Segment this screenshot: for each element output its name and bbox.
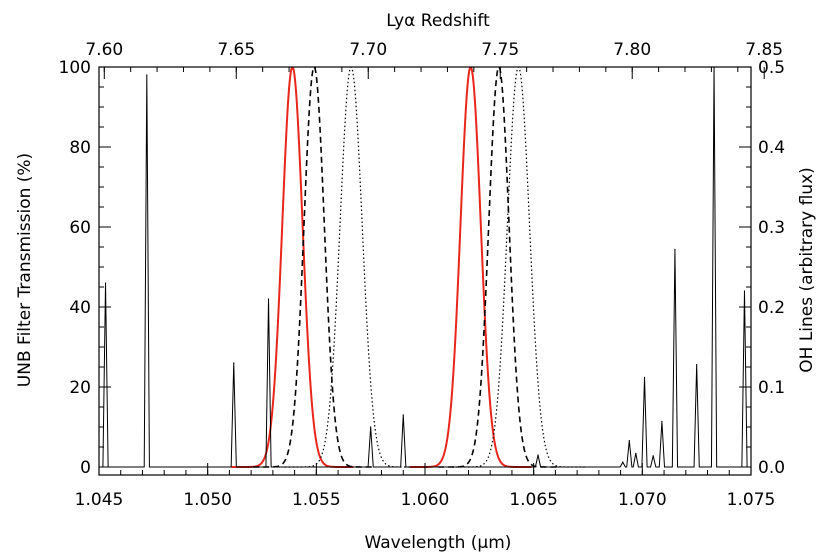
y-left-axis-title: UNB Filter Transmission (%) xyxy=(15,153,35,387)
oh-line-peak-10 xyxy=(635,452,637,454)
oh-line-peak-6 xyxy=(402,414,404,416)
top-tick-label: 7.85 xyxy=(745,40,783,60)
oh-line-peak-7 xyxy=(537,454,539,456)
y-right-tick-label: 0.4 xyxy=(758,138,785,158)
filter-curve-2 xyxy=(253,67,376,468)
oh-line-spectrum xyxy=(99,67,751,468)
oh-line-peak-4 xyxy=(267,298,270,300)
y-left-tick-label: 20 xyxy=(69,378,91,398)
top-tick-label: 7.70 xyxy=(349,40,387,60)
top-tick-label: 7.80 xyxy=(613,40,651,60)
x-tick-label: 1.050 xyxy=(183,490,232,510)
oh-line-peak-1 xyxy=(104,282,107,284)
top-tick-label: 7.75 xyxy=(481,40,519,60)
y-right-tick-label: 0.5 xyxy=(758,58,785,78)
y-left-tick-label: 100 xyxy=(59,58,91,78)
y-left-tick-label: 80 xyxy=(69,138,91,158)
x-tick-label: 1.060 xyxy=(401,490,450,510)
y-left-tick-label: 60 xyxy=(69,218,91,238)
filter-curves xyxy=(231,67,585,468)
oh-line-peak-9 xyxy=(628,440,630,442)
x-axis-title: Wavelength (μm) xyxy=(365,533,512,553)
plot-frame xyxy=(98,66,752,476)
top-tick-label: 7.65 xyxy=(217,40,255,60)
top-axis-title: Lyα Redshift xyxy=(386,11,490,31)
x-tick-label: 1.055 xyxy=(292,490,341,510)
oh-spectrum-line xyxy=(99,67,751,468)
y-left-tick-label: 0 xyxy=(80,458,91,478)
y-right-tick-label: 0.0 xyxy=(758,458,785,478)
y-left-tick-label: 40 xyxy=(69,298,91,318)
x-tick-label: 1.045 xyxy=(75,490,124,510)
oh-line-peak-8 xyxy=(622,461,624,463)
y-right-tick-label: 0.1 xyxy=(758,378,785,398)
x-tick-label: 1.075 xyxy=(727,490,776,510)
y-right-axis-title: OH Lines (arbitrary flux) xyxy=(797,167,817,373)
oh-line-peak-2 xyxy=(146,74,148,76)
filter-curve-1 xyxy=(231,67,354,468)
oh-line-peak-12 xyxy=(652,455,654,457)
y-right-tick-label: 0.3 xyxy=(758,218,785,238)
top-tick-label: 7.60 xyxy=(85,40,123,60)
oh-line-peak-3 xyxy=(233,362,235,364)
oh-line-peak-15 xyxy=(696,364,698,366)
x-tick-label: 1.070 xyxy=(618,490,667,510)
axis-ticks: 1.045 1.050 1.055 1.060 1.065 1.070 1.075 7.60 7… xyxy=(59,40,786,510)
oh-line-peak-14 xyxy=(674,248,676,250)
filter-curve-5 xyxy=(437,67,560,468)
oh-line-peak-17 xyxy=(743,290,746,292)
x-tick-label: 1.065 xyxy=(509,490,558,510)
oh-line-peak-13 xyxy=(661,420,663,422)
oh-line-peak-5 xyxy=(370,426,372,428)
y-right-tick-label: 0.2 xyxy=(758,298,785,318)
filter-curve-4 xyxy=(409,67,532,468)
oh-line-peak-11 xyxy=(643,376,646,378)
